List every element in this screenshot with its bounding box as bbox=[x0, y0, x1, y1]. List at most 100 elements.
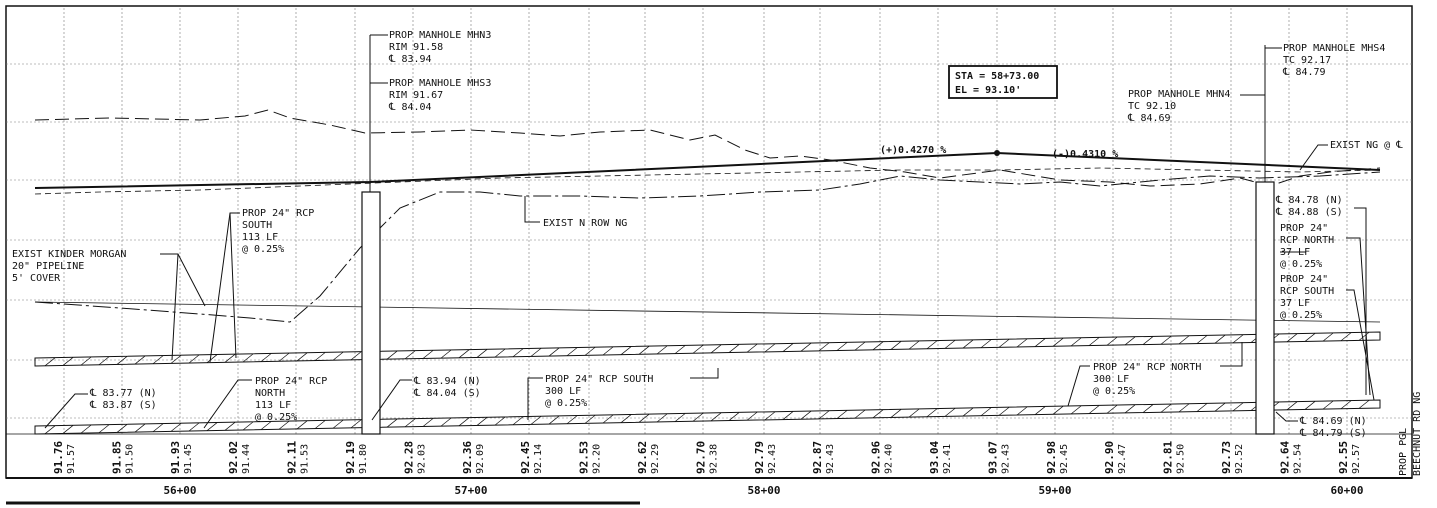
pgl-elevation: 92.36 bbox=[461, 441, 474, 474]
grid bbox=[6, 8, 1412, 434]
ng-elevation: 92.09 bbox=[475, 444, 486, 474]
ng-elevation: 91.80 bbox=[358, 444, 369, 474]
svg-text:PROP 24" RCP NORTH: PROP 24" RCP NORTH bbox=[1093, 362, 1201, 373]
ng-elevation: 91.53 bbox=[300, 444, 311, 474]
rcp-north-mid-callout: PROP 24" RCP NORTH 300 LF @ 0.25% bbox=[1067, 342, 1243, 407]
svg-text:300 LF: 300 LF bbox=[1093, 374, 1129, 385]
svg-text:@ 0.25%: @ 0.25% bbox=[545, 398, 587, 409]
exist-ng-secondary bbox=[34, 167, 1381, 195]
station-label: 57+00 bbox=[454, 484, 487, 497]
rcp-north-right-callout: PROP 24" RCP NORTH 37 LF @ 0.25% bbox=[1280, 223, 1371, 396]
pgl-elevation: 92.28 bbox=[402, 441, 415, 474]
rcp-north-left-callout: PROP 24" RCP NORTH 113 LF @ 0.25% bbox=[203, 376, 327, 429]
kinder-morgan-pipeline bbox=[34, 301, 1381, 323]
ng-elevation: 92.43 bbox=[1000, 444, 1011, 474]
svg-text:EXIST KINDER MORGAN: EXIST KINDER MORGAN bbox=[12, 249, 126, 260]
pgl-elevation: 92.70 bbox=[694, 441, 707, 474]
svg-text:PROP MANHOLE MHS3: PROP MANHOLE MHS3 bbox=[389, 78, 491, 89]
station-label: 56+00 bbox=[163, 484, 196, 497]
svg-text:@ 0.25%: @ 0.25% bbox=[255, 412, 297, 423]
pgl-elevation: 92.64 bbox=[1278, 441, 1291, 474]
invert-mh4-bottom-callout: ℄ 84.69 (N) ℄ 84.79 (S) bbox=[1275, 411, 1367, 439]
manhole-mh4 bbox=[1255, 181, 1275, 435]
rcp-south-left-callout: PROP 24" RCP SOUTH 113 LF @ 0.25% bbox=[209, 208, 314, 363]
ng-elevation: 92.57 bbox=[1351, 444, 1362, 474]
side-label-pgl: PROP PGL bbox=[1398, 428, 1409, 476]
pgl-elevation: 93.04 bbox=[928, 441, 941, 474]
svg-text:TC 92.17: TC 92.17 bbox=[1283, 55, 1331, 66]
svg-text:RCP SOUTH: RCP SOUTH bbox=[1280, 286, 1334, 297]
svg-text:5' COVER: 5' COVER bbox=[12, 273, 61, 284]
svg-text:℄ 83.94 (N): ℄ 83.94 (N) bbox=[413, 376, 481, 387]
svg-text:℄ 84.79: ℄ 84.79 bbox=[1282, 67, 1326, 78]
ng-elevation: 92.14 bbox=[533, 444, 544, 474]
svg-text:SOUTH: SOUTH bbox=[242, 220, 272, 231]
svg-text:@ 0.25%: @ 0.25% bbox=[1280, 259, 1322, 270]
pgl-elevation: 92.96 bbox=[870, 441, 883, 474]
svg-text:EXIST NG @ ℄: EXIST NG @ ℄ bbox=[1330, 140, 1403, 151]
pgl-elevation: 92.19 bbox=[344, 441, 357, 474]
svg-text:PROP MANHOLE MHS4: PROP MANHOLE MHS4 bbox=[1283, 43, 1385, 54]
svg-text:℄ 83.77 (N): ℄ 83.77 (N) bbox=[89, 388, 157, 399]
mhn3-callout: PROP MANHOLE MHN3 RIM 91.58 ℄ 83.94 bbox=[370, 30, 491, 65]
pgl-elevation: 92.90 bbox=[1103, 441, 1116, 474]
pgl-elevation: 93.07 bbox=[986, 441, 999, 474]
elevation-table: 91.76 91.57 91.85 91.50 91.93 91.45 92.02 91.44… bbox=[52, 441, 1362, 474]
grade-left-label: (+)0.4270 % bbox=[880, 145, 946, 156]
exist-n-row-ng bbox=[34, 171, 1381, 323]
mhs4-callout: PROP MANHOLE MHS4 TC 92.17 ℄ 84.79 bbox=[1265, 43, 1385, 78]
svg-text:℄ 84.69 (N): ℄ 84.69 (N) bbox=[1299, 416, 1367, 427]
pgl-elevation: 91.76 bbox=[52, 441, 65, 474]
svg-text:113 LF: 113 LF bbox=[255, 400, 291, 411]
proposed-grade-line bbox=[34, 151, 1381, 189]
svg-text:NORTH: NORTH bbox=[255, 388, 285, 399]
pgl-elevation: 92.45 bbox=[519, 441, 532, 474]
ng-elevation: 92.52 bbox=[1234, 444, 1245, 474]
svg-text:℄ 84.78 (N): ℄ 84.78 (N) bbox=[1275, 195, 1343, 206]
pgl-elevation: 92.87 bbox=[811, 441, 824, 474]
pgl-elevation: 92.62 bbox=[636, 441, 649, 474]
rcp-south-right-callout: PROP 24" RCP SOUTH 37 LF @ 0.25% bbox=[1280, 274, 1375, 401]
pvi-station: STA = 58+73.00 bbox=[955, 71, 1039, 82]
pgl-elevation: 91.85 bbox=[110, 441, 123, 474]
svg-text:PROP 24": PROP 24" bbox=[1280, 274, 1328, 285]
ng-elevation: 91.50 bbox=[124, 444, 135, 474]
station-labels: 56+00 57+00 58+00 59+00 60+00 bbox=[163, 484, 1363, 497]
svg-text:300 LF: 300 LF bbox=[545, 386, 581, 397]
pvi-callout-box bbox=[948, 65, 1058, 99]
station-label: 60+00 bbox=[1330, 484, 1363, 497]
ng-elevation: 92.47 bbox=[1117, 444, 1128, 474]
pgl-elevation: 92.02 bbox=[227, 441, 240, 474]
svg-text:37 LF: 37 LF bbox=[1280, 298, 1310, 309]
pgl-elevation: 92.98 bbox=[1045, 441, 1058, 474]
svg-text:113 LF: 113 LF bbox=[242, 232, 278, 243]
svg-text:RCP NORTH: RCP NORTH bbox=[1280, 235, 1334, 246]
pgl-elevation: 92.11 bbox=[286, 441, 299, 474]
ng-elevation: 92.38 bbox=[708, 444, 719, 474]
ng-elevation: 92.50 bbox=[1176, 444, 1187, 474]
svg-text:℄ 83.87 (S): ℄ 83.87 (S) bbox=[89, 400, 157, 411]
svg-text:℄ 84.04 (S): ℄ 84.04 (S) bbox=[413, 388, 481, 399]
svg-text:℄ 84.88 (S): ℄ 84.88 (S) bbox=[1275, 207, 1343, 218]
svg-text:@ 0.25%: @ 0.25% bbox=[1093, 386, 1135, 397]
pgl-elevation: 92.55 bbox=[1337, 441, 1350, 474]
svg-text:PROP 24" RCP: PROP 24" RCP bbox=[242, 208, 314, 219]
rcp-north-pipe bbox=[34, 331, 1381, 367]
ng-elevation: 92.43 bbox=[767, 444, 778, 474]
pgl-elevation: 92.81 bbox=[1162, 441, 1175, 474]
ng-elevation: 92.29 bbox=[650, 444, 661, 474]
svg-text:℄ 84.04: ℄ 84.04 bbox=[388, 102, 432, 113]
pgl-elevation: 92.73 bbox=[1220, 441, 1233, 474]
exist-ng-callout: EXIST NG @ ℄ bbox=[1299, 140, 1403, 171]
svg-text:@ 0.25%: @ 0.25% bbox=[1280, 310, 1322, 321]
ng-elevation: 92.41 bbox=[942, 444, 953, 474]
invert-mh3-callout: ℄ 83.94 (N) ℄ 84.04 (S) bbox=[371, 376, 481, 421]
invert-left-callout: ℄ 83.77 (N) ℄ 83.87 (S) bbox=[44, 388, 157, 429]
pgl-elevation: 92.53 bbox=[578, 441, 591, 474]
ng-elevation: 92.03 bbox=[416, 444, 427, 474]
mhn4-callout: PROP MANHOLE MHN4 TC 92.10 ℄ 84.69 bbox=[1127, 89, 1265, 124]
sheet-border bbox=[5, 5, 1413, 479]
ng-elevation: 92.20 bbox=[592, 444, 603, 474]
mhs3-callout: PROP MANHOLE MHS3 RIM 91.67 ℄ 84.04 bbox=[370, 78, 491, 113]
svg-text:PROP 24": PROP 24" bbox=[1280, 223, 1328, 234]
